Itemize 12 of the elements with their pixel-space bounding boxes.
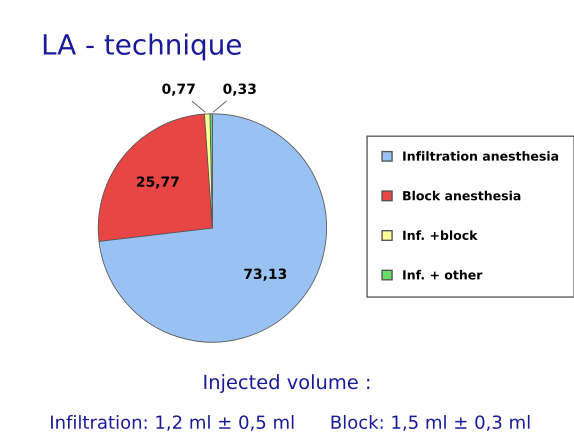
- legend-label: Inf. +block: [403, 230, 478, 240]
- legend-label: Infiltration anesthesia: [403, 151, 558, 161]
- text: Infiltration: 1,2 ml ± 0,5 ml: [51, 415, 294, 431]
- data-label: 0,33: [223, 83, 256, 96]
- text: Injected volume :: [204, 374, 370, 394]
- data-label: 0,77: [162, 83, 195, 96]
- chart-title: LA - technique: [44, 33, 241, 60]
- legend-label: Inf. + other: [403, 270, 482, 280]
- legend-label: Block anesthesia: [403, 190, 520, 200]
- text: Block: 1,5 ml ± 0,3 ml: [332, 415, 530, 431]
- data-label: 25,77: [137, 176, 179, 189]
- data-label: 73,13: [244, 268, 286, 281]
